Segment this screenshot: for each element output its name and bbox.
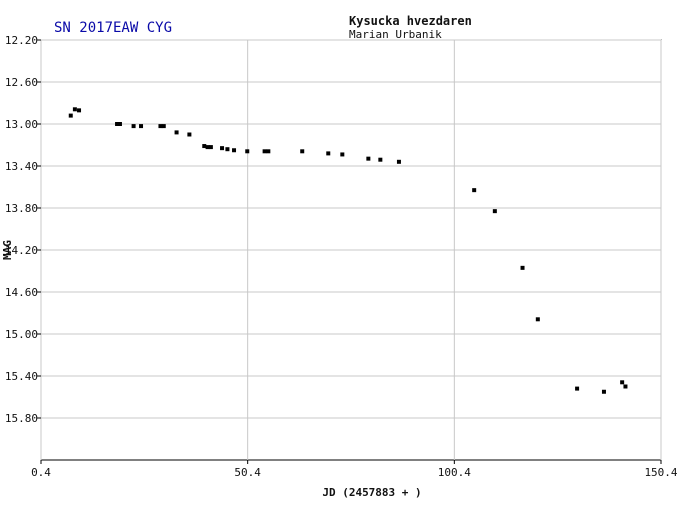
data-point — [115, 122, 120, 126]
data-point — [601, 389, 606, 394]
data-point — [366, 156, 371, 161]
data-point — [266, 149, 271, 154]
x-tick-label: 50.4 — [234, 466, 261, 479]
data-point — [378, 157, 383, 162]
data-point — [205, 145, 210, 150]
data-point — [131, 124, 136, 129]
data-point — [232, 148, 237, 153]
data-point — [520, 265, 525, 270]
data-point — [340, 152, 345, 157]
y-tick-label: 13.80 — [5, 202, 38, 215]
data-point — [72, 107, 77, 112]
data-point — [220, 146, 225, 151]
data-point — [262, 149, 267, 154]
data-point — [187, 132, 192, 137]
observatory-name: Kysucka hvezdaren — [349, 14, 472, 28]
data-points — [68, 107, 628, 394]
data-point — [68, 113, 73, 118]
data-point — [326, 151, 331, 156]
x-axis-label: JD (2457883 + ) — [322, 486, 421, 499]
data-point — [225, 147, 230, 152]
data-point — [202, 144, 207, 149]
y-tick-label: 14.20 — [5, 244, 38, 257]
data-point — [300, 149, 305, 154]
y-tick-label: 12.60 — [5, 76, 38, 89]
y-tick-label: 13.00 — [5, 118, 38, 131]
x-tick-label: 150.4 — [644, 466, 677, 479]
data-point — [472, 188, 477, 193]
data-point — [139, 124, 144, 129]
y-tick-label: 14.60 — [5, 286, 38, 299]
y-tick-label: 13.40 — [5, 160, 38, 173]
chart-title: SN 2017EAW CYG — [54, 20, 172, 36]
data-point — [174, 130, 179, 135]
y-tick-label: 15.80 — [5, 412, 38, 425]
data-point — [396, 159, 401, 164]
y-tick-label: 15.00 — [5, 328, 38, 341]
data-point — [77, 108, 82, 113]
y-tick-label: 12.20 — [5, 34, 38, 47]
data-point — [492, 209, 497, 214]
y-axis-ticks: 12.20 12.60 13.00 13.40 13.80 14.20 14.60 15.00… — [5, 34, 41, 425]
data-point — [245, 149, 250, 154]
y-axis-label: MAG — [1, 240, 14, 260]
grid-lines — [40, 39, 662, 460]
data-point — [117, 122, 122, 126]
x-tick-label: 0.4 — [31, 466, 51, 479]
data-point — [161, 124, 166, 129]
data-point — [208, 145, 213, 150]
data-point — [575, 386, 580, 391]
data-point — [623, 384, 628, 389]
data-point — [158, 124, 163, 129]
data-point — [620, 380, 625, 385]
data-point — [535, 317, 540, 322]
y-tick-label: 15.40 — [5, 370, 38, 383]
x-axis-ticks: 0.4 50.4 100.4 150.4 — [31, 460, 678, 479]
observer-name: Marian Urbanik — [349, 28, 442, 41]
x-tick-label: 100.4 — [438, 466, 471, 479]
